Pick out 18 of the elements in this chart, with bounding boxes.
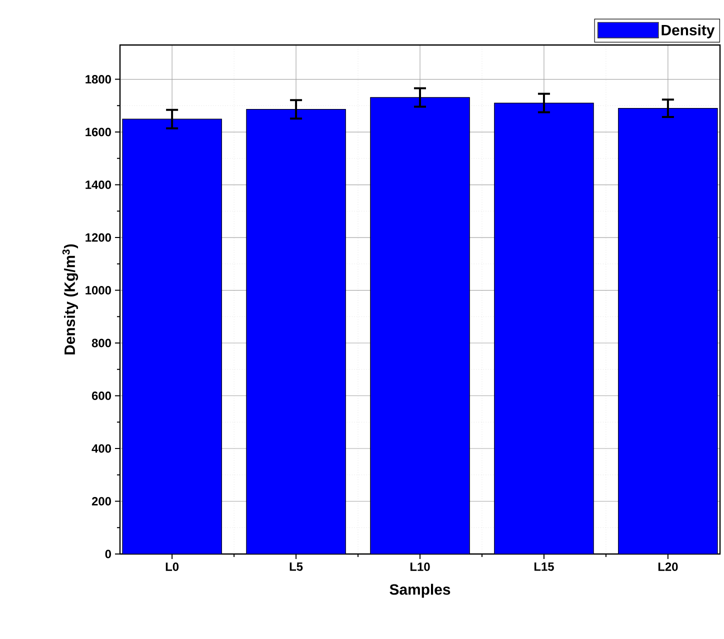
y-tick-label: 1000: [86, 286, 111, 294]
y-tick-label: 1800: [86, 75, 111, 84]
y-tick-label: 800: [92, 338, 111, 348]
y-tick-label: 1200: [86, 233, 111, 242]
legend-label: Density: [662, 24, 715, 38]
y-tick-label: 1600: [86, 128, 111, 136]
x-axis-title: Samples: [390, 584, 450, 598]
x-tick-label: L10: [410, 562, 430, 571]
x-tick-label: L15: [534, 562, 554, 571]
y-tick-label: 0: [105, 550, 111, 558]
y-axis-title: Density (Kg/m$^{3}$): [62, 244, 78, 354]
y-tick-label: 200: [92, 497, 111, 506]
y-tick-label: 600: [92, 392, 111, 400]
x-tick-label: L20: [658, 562, 678, 571]
y-tick-label: 400: [92, 444, 111, 453]
x-tick-label: L5: [290, 562, 303, 571]
y-tick-label: 1400: [86, 180, 111, 189]
x-tick-label: L0: [166, 562, 179, 571]
